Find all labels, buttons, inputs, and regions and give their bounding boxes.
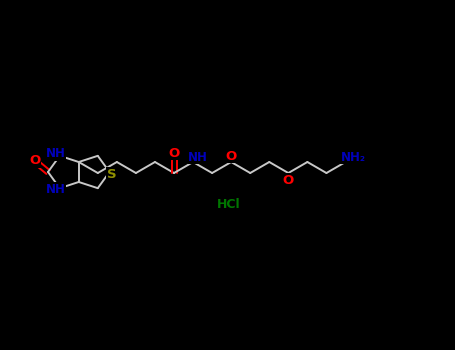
- Text: NH: NH: [188, 150, 208, 163]
- Text: O: O: [30, 154, 40, 168]
- Text: NH: NH: [46, 183, 66, 196]
- Text: O: O: [283, 174, 294, 187]
- Text: S: S: [106, 168, 116, 181]
- Text: O: O: [168, 147, 180, 160]
- Text: HCl: HCl: [217, 198, 240, 211]
- Text: NH₂: NH₂: [341, 150, 366, 163]
- Text: O: O: [226, 149, 237, 162]
- Text: NH: NH: [46, 147, 66, 160]
